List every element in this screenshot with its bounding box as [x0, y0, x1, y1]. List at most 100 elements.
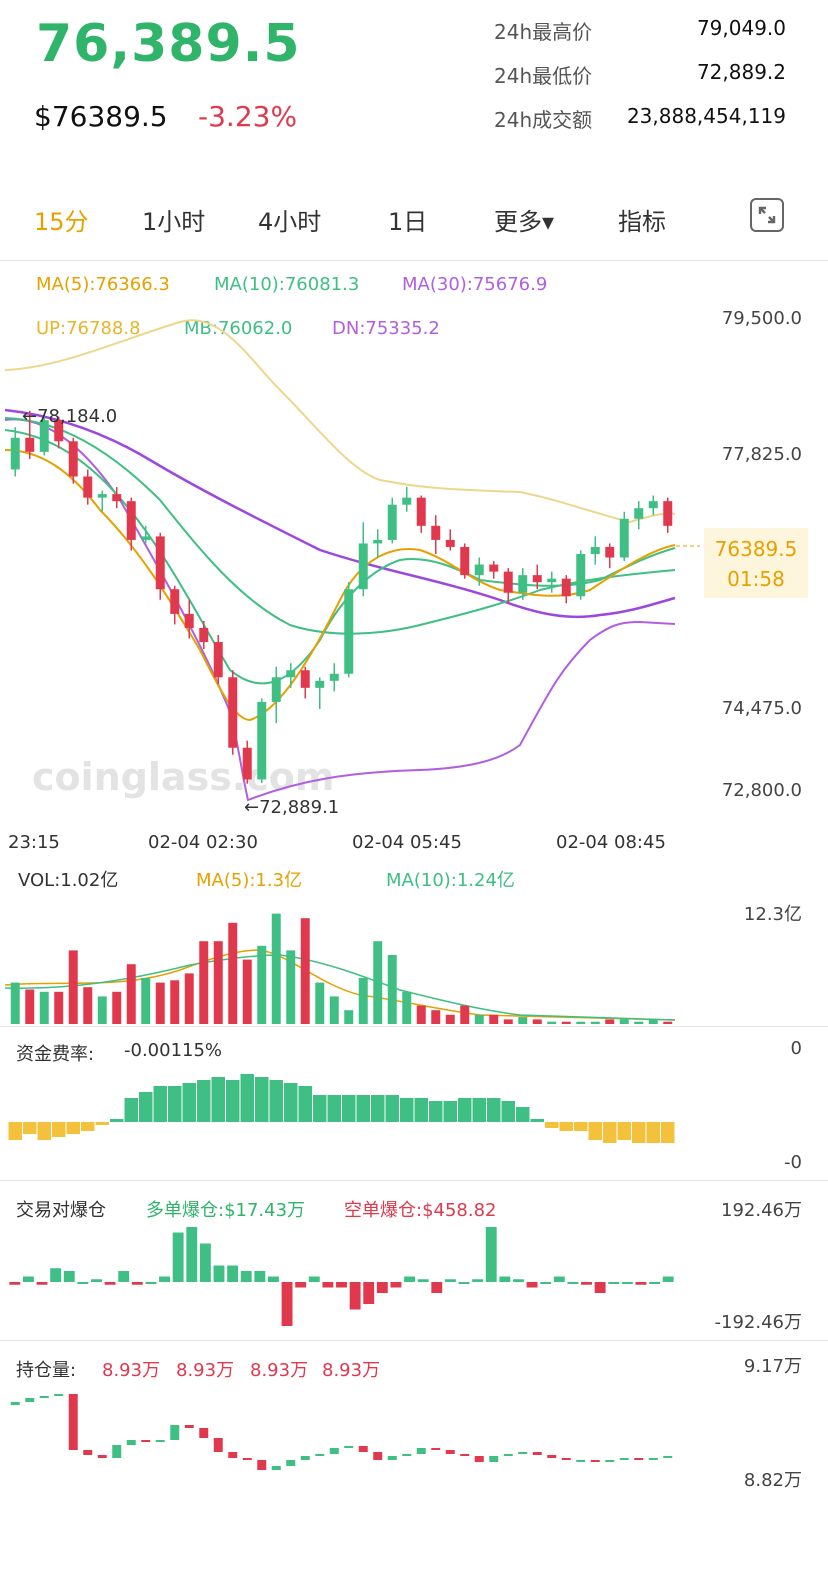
funding-bar	[356, 1095, 370, 1122]
funding-bar	[530, 1119, 544, 1122]
boll-up-legend: UP:76788.8	[36, 318, 141, 339]
liquidation-bar	[349, 1282, 361, 1310]
open-interest-bar	[286, 1460, 296, 1466]
candle-body	[141, 536, 151, 540]
candles-group	[10, 410, 673, 784]
candle-body	[489, 564, 499, 572]
open-interest-bar	[503, 1454, 513, 1456]
liquidation-bar	[553, 1276, 565, 1282]
candle-body	[329, 673, 339, 681]
volume-bar	[155, 982, 165, 1024]
volume-bar	[503, 1019, 513, 1024]
liquidation-bar	[485, 1227, 497, 1282]
countdown-label: 01:58	[727, 567, 785, 591]
open-interest-bar	[184, 1425, 194, 1428]
open-interest-bar	[170, 1425, 180, 1440]
long-liquidation: 多单爆仓:$17.43万	[146, 1200, 306, 1221]
funding-bar	[153, 1086, 167, 1122]
liquidation-bar	[444, 1279, 456, 1282]
high-marker: ←78,184.0	[22, 406, 117, 427]
volume-bar	[68, 950, 78, 1024]
liquidation-bar	[390, 1282, 402, 1288]
current-price-box	[704, 528, 808, 598]
funding-bar	[313, 1095, 327, 1122]
candle-body	[358, 543, 368, 590]
liquidation-bar	[9, 1282, 21, 1285]
open-interest-bottom-tick: 8.82万	[743, 1470, 802, 1491]
funding-bar	[414, 1098, 428, 1122]
open-interest-value: 8.93万	[322, 1360, 381, 1381]
open-interest-bar	[112, 1445, 122, 1458]
funding-bar	[617, 1122, 631, 1140]
funding-bar	[197, 1080, 211, 1122]
candle-body	[257, 701, 267, 780]
funding-bar	[255, 1077, 269, 1122]
fullscreen-icon[interactable]	[750, 198, 784, 232]
candle-body	[54, 420, 64, 442]
tab-indicators[interactable]: 指标	[618, 208, 666, 236]
candle-body	[431, 525, 441, 540]
funding-bar	[81, 1122, 95, 1131]
candle-body	[97, 494, 107, 498]
open-interest-value: 8.93万	[102, 1360, 161, 1381]
volume-bar	[300, 918, 310, 1024]
volume-bar	[489, 1014, 499, 1024]
liquidation-bar	[295, 1282, 307, 1288]
liquidation-bar	[322, 1282, 334, 1288]
open-interest-bar	[68, 1394, 78, 1450]
liquidation-bar	[63, 1271, 75, 1282]
last-price: 76,389.5	[36, 14, 301, 74]
candle-body	[373, 539, 383, 544]
tab-more[interactable]: 更多▾	[494, 208, 555, 236]
funding-label: 资金费率:	[16, 1044, 95, 1065]
liquidation-bar	[104, 1282, 116, 1285]
liquidation-bottom-tick: -192.46万	[714, 1312, 802, 1333]
price-change: -3.23%	[198, 100, 298, 133]
open-interest-bar	[576, 1460, 586, 1462]
funding-bar	[487, 1098, 501, 1122]
liquidation-bar	[240, 1271, 252, 1282]
candle-body	[300, 670, 310, 688]
open-interest-bar	[199, 1428, 209, 1438]
volume-bar	[286, 950, 296, 1024]
funding-bar	[226, 1080, 240, 1122]
candle-body	[83, 476, 93, 498]
candle-body	[648, 501, 658, 509]
liquidation-bar	[91, 1279, 102, 1282]
funding-bar	[37, 1122, 51, 1140]
liquidation-bar	[458, 1282, 470, 1284]
open-interest-bar	[54, 1394, 64, 1396]
funding-bar	[23, 1122, 37, 1134]
funding-bar	[385, 1095, 399, 1122]
tab-4h[interactable]: 4小时	[258, 208, 322, 236]
tab-15m[interactable]: 15分	[34, 208, 89, 236]
stat-high-label: 24h最高价	[494, 20, 593, 44]
open-interest-bar	[373, 1452, 383, 1460]
x-tick: 02-04 05:45	[352, 832, 462, 853]
candle-body	[344, 589, 354, 674]
funding-bar	[603, 1122, 617, 1143]
candle-body	[547, 578, 557, 583]
open-interest-value: 8.93万	[250, 1360, 309, 1381]
volume-bar	[518, 1017, 528, 1024]
y-tick: 74,475.0	[721, 698, 802, 719]
stat-turnover-label: 24h成交额	[494, 108, 593, 132]
volume-chart	[4, 913, 676, 1024]
y-tick: 77,825.0	[721, 444, 802, 465]
candle-body	[416, 497, 426, 526]
candle-body	[619, 518, 629, 558]
watermark: coinglass.com	[32, 755, 334, 799]
y-tick: 79,500.0	[721, 308, 802, 329]
funding-bar	[458, 1098, 472, 1122]
open-interest-bar	[474, 1456, 484, 1462]
candle-body	[170, 589, 180, 614]
volume-bar	[416, 1005, 426, 1024]
funding-bar	[66, 1122, 80, 1134]
funding-bar	[501, 1101, 515, 1122]
volume-bar	[387, 955, 397, 1024]
candle-body	[634, 508, 644, 519]
candlestick-chart[interactable]: coinglass.com ←78,184.0 ←72,889.1 76389.…	[0, 300, 828, 830]
tab-1d[interactable]: 1日	[388, 208, 428, 236]
volume-bar	[402, 991, 412, 1024]
tab-1h[interactable]: 1小时	[142, 208, 206, 236]
